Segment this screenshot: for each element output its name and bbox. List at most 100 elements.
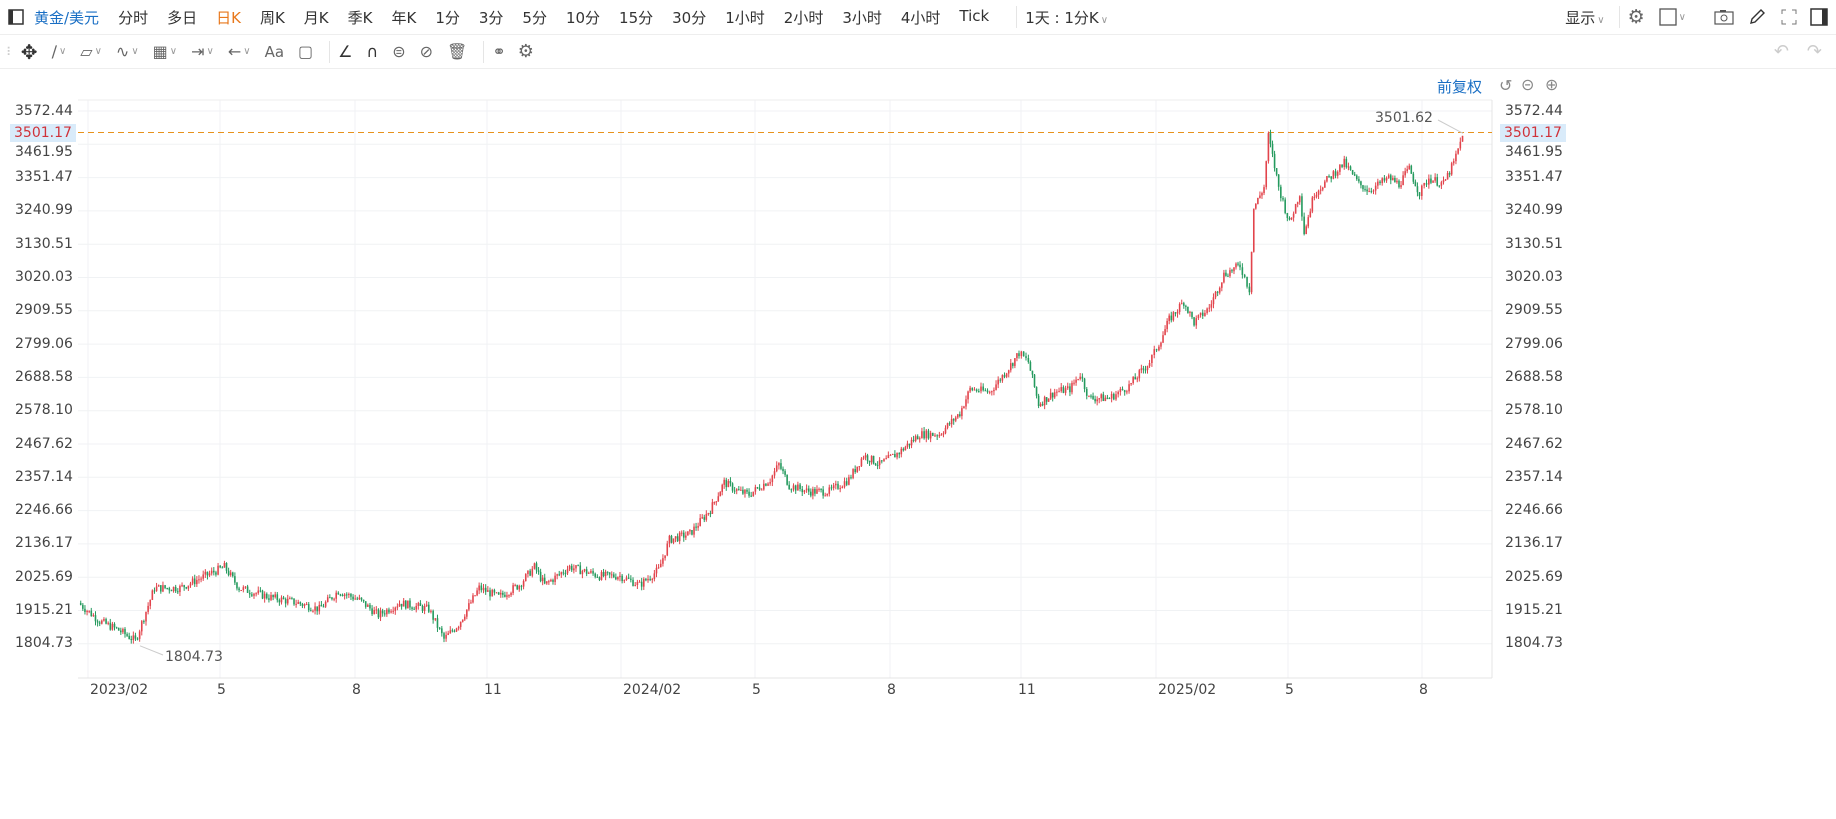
drawing-settings-icon[interactable]: ⚙: [517, 41, 534, 62]
candle-body: [502, 592, 504, 595]
compare-icon[interactable]: ⚭: [492, 42, 506, 61]
candle-body: [680, 532, 683, 534]
candle-body: [1368, 191, 1370, 193]
period-tab[interactable]: 日K: [216, 8, 241, 27]
candle-body: [1432, 180, 1434, 183]
candle-body: [1239, 264, 1241, 268]
line-tool-icon[interactable]: ∕ ∨: [51, 42, 67, 61]
measure-tool-icon[interactable]: ⇥ ∨: [191, 42, 214, 61]
candle-body: [419, 603, 422, 606]
adjust-mode-button[interactable]: 前复权: [1437, 78, 1483, 96]
period-tab[interactable]: 1小时: [725, 8, 765, 27]
candle-body: [852, 469, 854, 479]
candle-body: [1113, 393, 1115, 400]
candle-body: [1009, 363, 1012, 371]
period-tab[interactable]: 3小时: [842, 8, 882, 27]
candle-body: [940, 434, 943, 436]
candle-body: [711, 502, 714, 514]
trash-icon[interactable]: 🗑︎: [447, 42, 468, 61]
candle-body: [812, 488, 814, 496]
arrow-tool-icon[interactable]: ← ∨: [227, 42, 251, 61]
reset-icon[interactable]: ↺: [1499, 76, 1513, 95]
period-tab[interactable]: 5分: [522, 8, 547, 27]
wave-tool-icon[interactable]: ∿ ∨: [115, 42, 139, 61]
comment-tool-icon[interactable]: ▢: [298, 42, 314, 61]
candle-body: [782, 468, 784, 472]
candle-body: [687, 531, 689, 536]
panel-toggle-icon[interactable]: [1810, 8, 1828, 26]
candle-body: [1170, 315, 1173, 321]
period-tab[interactable]: 4小时: [900, 8, 941, 27]
period-tab[interactable]: 10分: [565, 8, 601, 27]
undo-icon[interactable]: ↶: [1773, 41, 1789, 62]
period-tab[interactable]: 15分: [619, 8, 654, 27]
candle-body: [153, 590, 156, 592]
y-tick-left: 2578.10: [15, 402, 73, 419]
text-tool-icon[interactable]: Aa: [264, 42, 285, 61]
candle-body: [627, 577, 630, 579]
angle-tool-icon[interactable]: ∠: [338, 42, 353, 61]
layout-select-icon[interactable]: ∨: [1659, 8, 1686, 26]
period-tab[interactable]: 月K: [303, 8, 329, 27]
candle-body: [615, 577, 617, 580]
candle-body: [227, 570, 230, 576]
hide-drawings-icon[interactable]: ⊘: [419, 42, 434, 61]
polyline-tool-icon[interactable]: ▱ ∨: [80, 42, 102, 61]
candle-body: [478, 585, 480, 591]
candle-body: [113, 623, 116, 628]
candle-body: [407, 600, 409, 609]
magnet-icon[interactable]: ∩: [366, 42, 379, 61]
fibonacci-tool-icon[interactable]: ▦ ∨: [152, 42, 178, 61]
period-tab[interactable]: 3分: [478, 8, 504, 27]
candle-body: [303, 604, 306, 606]
zoom-in-icon[interactable]: ⊕: [1545, 75, 1559, 94]
candle-body: [1324, 181, 1326, 188]
candle-body: [1243, 274, 1246, 277]
period-tab[interactable]: 多日: [167, 8, 198, 27]
candle-body: [476, 590, 478, 596]
fullscreen-icon[interactable]: [1780, 8, 1798, 26]
candle-body: [1081, 376, 1084, 379]
candle-body: [889, 454, 892, 456]
candle-body: [725, 479, 728, 488]
period-tab[interactable]: 季K: [347, 8, 373, 27]
symbol-label[interactable]: 黄金/美元: [34, 8, 100, 27]
candle-body: [995, 384, 997, 390]
redo-icon[interactable]: ↷: [1806, 41, 1822, 62]
candle-body: [1066, 386, 1069, 389]
candle-body: [936, 435, 938, 437]
period-tab[interactable]: 分时: [118, 8, 149, 27]
camera-icon[interactable]: [1714, 9, 1734, 25]
candle-body: [1117, 391, 1119, 395]
candle-body: [1412, 173, 1415, 182]
period-tab[interactable]: 1分: [435, 8, 460, 27]
period-tab[interactable]: 周K: [259, 8, 285, 27]
candle-body: [573, 568, 575, 571]
candle-body: [697, 526, 699, 528]
pencil-icon[interactable]: [1748, 8, 1766, 26]
period-tab[interactable]: Tick: [959, 6, 990, 25]
candle-body: [421, 605, 424, 611]
period-tab[interactable]: 30分: [672, 8, 707, 27]
candle-body: [866, 455, 869, 461]
candle-body: [117, 627, 120, 631]
zoom-out-icon[interactable]: ⊝: [1521, 75, 1535, 94]
custom-period-select[interactable]: 1天 : 1分K ∨: [1025, 7, 1108, 28]
candle-body: [642, 578, 645, 587]
candle-body: [1014, 358, 1016, 366]
period-tab[interactable]: 年K: [391, 8, 417, 27]
drag-handle-icon[interactable]: ⠇: [6, 44, 15, 59]
candle-body: [971, 387, 974, 391]
display-dropdown[interactable]: 显示 ∨: [1565, 7, 1604, 28]
candle-body: [1148, 363, 1151, 367]
candle-body: [210, 570, 213, 574]
period-tab[interactable]: 2小时: [783, 8, 824, 27]
candle-body: [335, 592, 337, 599]
candle-body: [1227, 275, 1229, 277]
candle-body: [596, 576, 599, 578]
settings-gear-icon[interactable]: ⚙: [1627, 6, 1645, 28]
sidebar-toggle-icon[interactable]: [8, 9, 24, 25]
candle-body: [1374, 185, 1377, 191]
move-cross-icon[interactable]: ✥: [20, 39, 38, 64]
lock-drawings-icon[interactable]: ⊜: [392, 42, 406, 61]
